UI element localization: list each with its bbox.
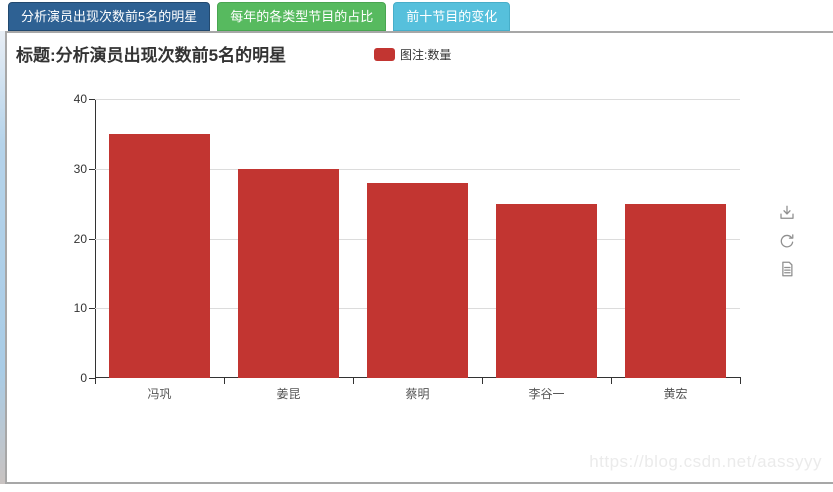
y-axis-label: 30 (73, 161, 87, 176)
chart-panel: 标题:分析演员出现次数前5名的明星 图注:数量 0 10 20 30 40 冯巩 姜昆 蔡明 李… (5, 31, 833, 484)
gridline (95, 99, 740, 100)
plot-area: 0 10 20 30 40 冯巩 姜昆 蔡明 李谷一 黄宏 (74, 92, 741, 401)
x-axis-tick (740, 378, 741, 384)
x-axis-label: 蔡明 (405, 387, 430, 401)
x-axis-tick (95, 378, 96, 384)
x-axis-tick (353, 378, 354, 384)
y-axis-label: 40 (73, 92, 87, 106)
x-axis-tick (611, 378, 612, 384)
tab-top10-programs-change[interactable]: 前十节目的变化 (393, 2, 511, 31)
x-axis-label: 黄宏 (663, 387, 688, 401)
data-view-icon[interactable] (777, 260, 797, 278)
y-axis-label: 20 (73, 231, 87, 246)
tab-yearly-program-type-ratio[interactable]: 每年的各类型节目的占比 (217, 2, 387, 31)
bar-黄宏[interactable] (625, 203, 726, 378)
y-axis-tick (89, 238, 95, 240)
gridline (95, 168, 740, 170)
y-axis-tick (89, 308, 95, 310)
save-as-image-icon[interactable] (777, 204, 797, 222)
legend-label: 图注:数量 (400, 48, 452, 62)
page-edge-strip (0, 31, 5, 484)
y-axis-tick (89, 99, 95, 100)
tab-top5-actors[interactable]: 分析演员出现次数前5名的明星 (8, 2, 211, 31)
x-axis-tick (224, 378, 225, 384)
x-axis-tick (482, 378, 483, 384)
y-axis-tick (89, 378, 95, 379)
watermark: https://blog.csdn.net/aassyyy (589, 452, 822, 471)
bar-冯巩[interactable] (109, 133, 210, 378)
y-axis-tick (89, 168, 95, 170)
x-axis-label: 冯巩 (147, 387, 172, 401)
y-axis-label: 0 (80, 371, 87, 385)
x-axis-label: 姜昆 (276, 387, 301, 401)
chart-toolbox (777, 204, 797, 278)
bar-李谷一[interactable] (496, 203, 597, 378)
restore-icon[interactable] (777, 232, 797, 250)
legend-item-quantity[interactable]: 图注:数量 (374, 46, 451, 63)
bar-蔡明[interactable] (367, 182, 468, 378)
tab-bar: 分析演员出现次数前5名的明星 每年的各类型节目的占比 前十节目的变化 (8, 2, 511, 31)
chart-title: 标题:分析演员出现次数前5名的明星 (16, 46, 287, 65)
bar-姜昆[interactable] (238, 168, 339, 378)
legend-swatch (374, 48, 395, 61)
x-axis-label: 李谷一 (528, 387, 565, 401)
y-axis-label: 10 (73, 301, 87, 316)
